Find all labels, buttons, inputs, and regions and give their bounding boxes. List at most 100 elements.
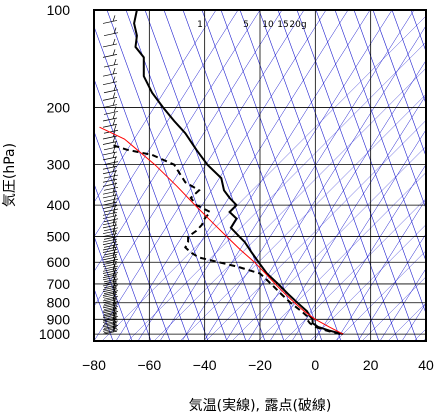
mixing-line (205, 120, 426, 341)
wind-barb-flag (112, 321, 116, 328)
adiabat-line (94, 10, 217, 203)
y-tick-label: 800 (47, 295, 71, 311)
isotherm-line (125, 10, 247, 341)
wind-barb (103, 174, 119, 179)
wind-barb-flag (112, 189, 116, 197)
wind-barb-flag (112, 146, 116, 154)
isotherm-line (106, 10, 228, 341)
wind-barb-flag (112, 303, 116, 310)
isotherm-line (94, 78, 190, 341)
y-tick-label: 300 (47, 157, 71, 173)
mixing-line (361, 276, 426, 341)
series-line-solid (133, 10, 344, 336)
wind-barb (102, 224, 118, 229)
wind-barb-flag (113, 125, 117, 132)
adiabat-line (94, 10, 239, 238)
wind-barb-flag (112, 265, 116, 272)
plot-frame (93, 9, 427, 342)
wind-barb-flag (112, 289, 116, 296)
adiabat-line (203, 10, 415, 341)
wind-barb (102, 238, 118, 243)
wind-barb-flag (112, 244, 116, 251)
mixing-line (257, 172, 426, 341)
isotherm-line (391, 10, 426, 105)
mixing-line (335, 250, 426, 341)
wind-barb (102, 230, 118, 235)
wind-barb (103, 244, 119, 248)
wind-barb-flag (112, 151, 116, 158)
wind-barb (102, 274, 118, 279)
wind-barb (103, 89, 119, 94)
mixing-line (231, 146, 426, 341)
wind-barb-flag (112, 233, 116, 241)
wind-barb-flag (112, 112, 116, 120)
x-tick-label: −60 (137, 357, 161, 373)
wind-barb (103, 129, 119, 134)
y-tick-label: 600 (47, 254, 71, 270)
wind-barb (103, 161, 119, 165)
wind-barb-flag (112, 186, 116, 193)
wind-barb (102, 190, 118, 195)
wind-barb (103, 227, 119, 232)
mixing-line (179, 93, 426, 341)
mixing-ratio-label: 15 (277, 20, 288, 30)
x-axis-title: 気温(実線), 露点(破線) (189, 398, 332, 412)
wind-barb (102, 183, 118, 187)
isotherm-line (296, 10, 418, 341)
isotherm-line (163, 10, 285, 341)
wind-barb (102, 117, 118, 122)
adiabat-line (115, 10, 327, 341)
wind-barb-flag (112, 271, 116, 278)
wind-barb-flag (113, 324, 117, 331)
y-tick-label: 500 (47, 229, 71, 245)
wind-barb (103, 329, 119, 334)
x-tick-label: −80 (82, 357, 106, 373)
wind-barb-flag (112, 292, 116, 300)
wind-barb-flag (112, 99, 116, 106)
isotherm-line (353, 10, 426, 210)
wind-barb (102, 97, 118, 101)
adiabat-line (137, 10, 349, 341)
wind-barb-flag (112, 228, 116, 235)
x-tick-label: −20 (248, 357, 272, 373)
wind-barb (103, 111, 119, 115)
wind-barb-flag (112, 38, 116, 46)
adiabat-line (225, 25, 426, 341)
x-tick-label: 20 (363, 357, 379, 373)
mixing-line (283, 198, 426, 341)
wind-barb (102, 104, 118, 108)
wind-barb (102, 141, 118, 145)
adiabat-line (247, 59, 426, 341)
mixing-ratio-label: 5 (243, 20, 249, 30)
wind-barb (103, 284, 119, 289)
wind-barb (102, 170, 118, 175)
wind-barb-flag (112, 317, 116, 324)
series-line-dashed (110, 143, 341, 336)
adiabat-line (269, 94, 426, 341)
wind-barb-flag (112, 236, 116, 243)
isotherm-line (334, 10, 426, 262)
mixing-line (309, 224, 426, 341)
mixing-line (413, 328, 426, 341)
isotherm-line (201, 10, 323, 341)
wind-barb-flag (112, 323, 116, 330)
isotherm-line (372, 10, 426, 158)
wind-barb-flag (112, 314, 116, 321)
wind-barb-flag (112, 281, 116, 288)
wind-barb-flag (112, 197, 116, 204)
wind-barb (102, 267, 118, 272)
y-tick-label: 1000 (39, 326, 70, 342)
wind-barb (103, 258, 119, 263)
wind-barb (103, 272, 119, 276)
wind-barb (103, 63, 119, 68)
wind-barb-flag (112, 207, 116, 214)
wind-barb-flag (113, 27, 117, 34)
wind-barb-flag (112, 216, 116, 223)
wind-barb (103, 218, 119, 223)
wind-barb-flag (113, 169, 117, 177)
wind-barb (102, 54, 118, 58)
wind-barb-flag (112, 299, 116, 307)
wind-barb-flag (112, 241, 116, 249)
adiabat-line (181, 10, 393, 341)
adiabat-line (357, 233, 426, 341)
